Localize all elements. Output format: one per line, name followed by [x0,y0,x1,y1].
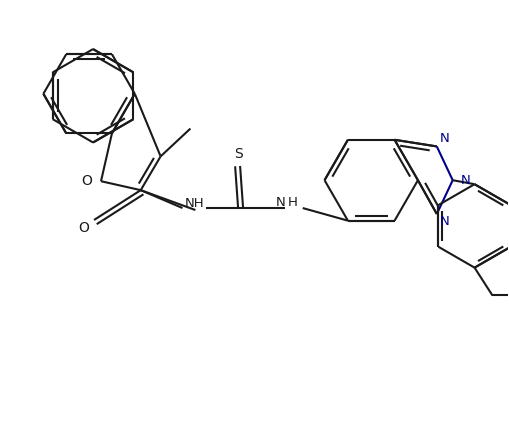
Text: N: N [460,174,470,187]
Text: O: O [78,221,90,235]
Text: N: N [439,132,449,145]
Text: N: N [439,215,449,229]
Text: S: S [233,147,242,161]
Text: N: N [275,196,285,208]
Text: H: H [287,196,297,208]
Text: O: O [81,174,92,188]
Text: NH: NH [184,196,204,210]
